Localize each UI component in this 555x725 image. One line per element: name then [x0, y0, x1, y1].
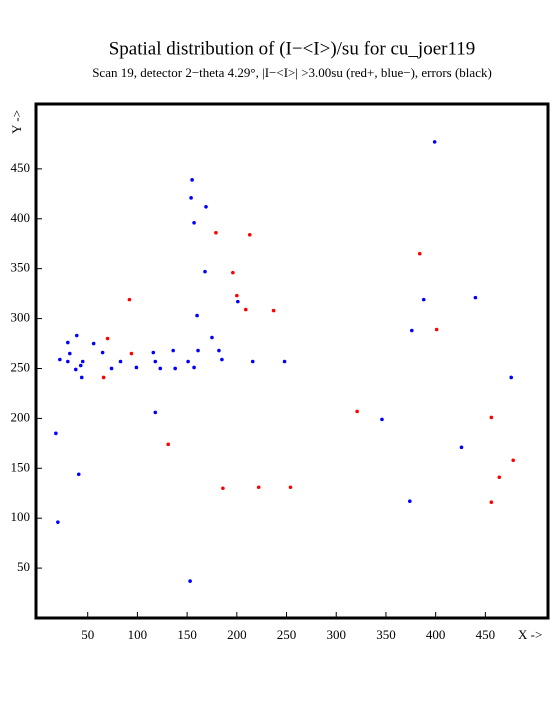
- point: [192, 365, 196, 370]
- point: [189, 196, 193, 200]
- point: [214, 230, 218, 235]
- point: [220, 357, 224, 362]
- point: [489, 500, 494, 505]
- point: [282, 359, 287, 364]
- point: [158, 366, 163, 371]
- point: [105, 336, 110, 341]
- point: [195, 313, 199, 318]
- y-tick-label: 50: [17, 559, 30, 574]
- point: [243, 307, 248, 312]
- point: [489, 415, 494, 420]
- y-tick-label: 150: [11, 459, 31, 474]
- x-tick-label: 350: [376, 627, 396, 642]
- y-tick-label: 200: [11, 409, 31, 424]
- point: [129, 351, 134, 356]
- point: [459, 445, 464, 450]
- x-tick-label: 200: [227, 627, 247, 642]
- point: [109, 366, 114, 371]
- x-tick-label: 450: [476, 627, 496, 642]
- point: [66, 340, 70, 345]
- point: [79, 375, 84, 380]
- point: [190, 178, 194, 182]
- x-tick-label: 400: [426, 627, 446, 642]
- y-tick-label: 450: [11, 160, 31, 175]
- point: [166, 442, 171, 447]
- point: [236, 299, 240, 304]
- point: [196, 348, 200, 353]
- point: [247, 232, 252, 237]
- point: [151, 350, 156, 355]
- y-tick-label: 250: [11, 359, 31, 374]
- point: [432, 140, 437, 144]
- point: [54, 431, 58, 436]
- y-axis-label: Y ->: [9, 110, 24, 134]
- y-tick-label: 100: [11, 509, 31, 524]
- point: [380, 417, 384, 422]
- point: [186, 359, 190, 364]
- point: [153, 359, 158, 364]
- point: [417, 251, 422, 256]
- point: [74, 333, 79, 338]
- x-tick-label: 150: [177, 627, 197, 642]
- point: [173, 366, 177, 371]
- point: [118, 359, 123, 364]
- point: [271, 308, 276, 313]
- point: [73, 367, 78, 372]
- y-tick-label: 350: [11, 260, 31, 275]
- point: [127, 297, 132, 302]
- point: [217, 348, 221, 353]
- point: [355, 409, 359, 414]
- plot-frame: [34, 102, 550, 620]
- point: [497, 475, 502, 480]
- point: [58, 357, 62, 362]
- point: [250, 359, 255, 364]
- chart-subtitle: Scan 19, detector 2−theta 4.29°, |I−<I>|…: [92, 65, 492, 80]
- point: [256, 485, 261, 490]
- point: [134, 365, 139, 370]
- point: [473, 295, 478, 300]
- point: [408, 499, 412, 504]
- x-tick-label: 100: [128, 627, 148, 642]
- x-tick-label: 250: [277, 627, 297, 642]
- x-axis-label: X ->: [518, 627, 542, 642]
- point: [288, 485, 293, 490]
- point: [66, 359, 70, 364]
- point: [101, 375, 106, 380]
- point: [188, 579, 192, 583]
- point: [80, 359, 85, 364]
- point: [171, 348, 175, 353]
- point: [204, 205, 208, 209]
- point: [231, 270, 235, 275]
- point: [421, 297, 426, 302]
- point: [76, 472, 81, 477]
- point: [409, 328, 414, 333]
- point: [511, 458, 516, 463]
- x-tick-label: 50: [81, 627, 94, 642]
- chart-title: Spatial distribution of (I−<I>)/su for c…: [109, 38, 476, 59]
- point: [434, 327, 439, 332]
- point: [91, 341, 96, 346]
- point: [509, 375, 514, 380]
- y-tick-label: 400: [11, 210, 31, 225]
- point: [192, 220, 196, 225]
- point: [153, 410, 158, 415]
- point: [221, 486, 225, 491]
- point: [235, 293, 239, 298]
- x-tick-label: 300: [326, 627, 346, 642]
- point: [100, 350, 105, 355]
- point: [78, 363, 83, 368]
- point: [56, 520, 60, 524]
- y-tick-label: 300: [11, 310, 31, 325]
- point: [68, 351, 72, 356]
- point: [210, 335, 214, 340]
- point: [203, 269, 207, 274]
